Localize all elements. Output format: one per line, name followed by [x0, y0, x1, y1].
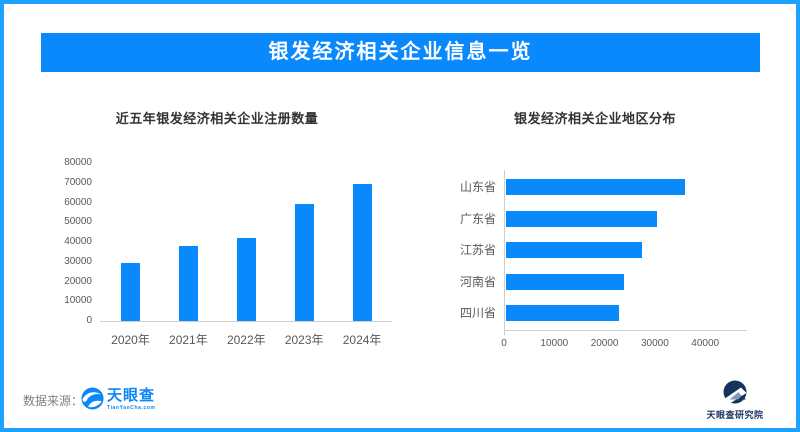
- x-axis-category-label: 2020年: [111, 333, 150, 347]
- institute-logo-icon: [722, 380, 747, 404]
- y-axis-tick-label: 30000: [64, 255, 92, 267]
- tianyancha-logo-icon: [81, 387, 104, 410]
- y-axis-tick-label: 20000: [64, 275, 92, 287]
- x-axis-zero-tick: [504, 331, 505, 335]
- tianyancha-wordmark: 天眼查 TianYanCha.com: [107, 388, 156, 411]
- banner: 银发经济相关企业信息一览: [41, 33, 760, 72]
- bar-山东省: [506, 179, 685, 195]
- y-axis-tick-label: 40000: [64, 236, 92, 247]
- x-axis-tick-label: 40000: [691, 338, 720, 349]
- x-axis-category-label: 2022年: [226, 333, 266, 347]
- y-axis-tick-label: 10000: [64, 295, 92, 307]
- y-axis-category-label: 河南省: [459, 274, 496, 289]
- y-axis-category-label: 四川省: [459, 306, 496, 320]
- y-axis-tick-label: 0: [86, 315, 92, 326]
- bar-江苏省: [506, 242, 642, 258]
- x-axis-category-label: 2024年: [342, 333, 382, 347]
- data-source-label: 数据来源：: [23, 394, 84, 408]
- tianyancha-name: 天眼查: [107, 387, 156, 404]
- y-axis-category-label: 山东省: [459, 180, 496, 194]
- left-chart-plot-area: [100, 163, 392, 322]
- x-axis-category-label: 2023年: [284, 333, 324, 347]
- x-axis-tick-label: 30000: [640, 338, 669, 349]
- right-chart-title: 银发经济相关企业地区分布: [513, 111, 676, 126]
- bar-四川省: [506, 305, 620, 321]
- bar-2022年: [236, 238, 256, 321]
- bar-河南省: [506, 273, 625, 290]
- bar-2021年: [178, 245, 198, 321]
- y-axis-category-label: 广东省: [459, 211, 496, 226]
- y-axis-tick-label: 50000: [64, 216, 92, 228]
- banner-title: 银发经济相关企业信息一览: [268, 41, 533, 63]
- left-chart-title: 近五年银发经济相关企业注册数量: [115, 111, 319, 126]
- bar-广东省: [506, 210, 657, 227]
- y-axis-tick-label: 70000: [64, 176, 92, 188]
- bar-2020年: [121, 262, 140, 321]
- bar-2024年: [352, 183, 372, 321]
- right-chart-plot-area: [504, 170, 747, 331]
- x-axis-category-label: 2021年: [169, 333, 208, 347]
- x-axis-tick-label: 10000: [540, 338, 569, 349]
- bar-2023年: [294, 203, 314, 321]
- y-axis-category-label: 江苏省: [459, 243, 496, 257]
- institute-name: 天眼查研究院: [706, 410, 764, 420]
- tianyancha-domain: TianYanCha.com: [107, 405, 156, 411]
- y-axis-tick-label: 60000: [64, 196, 92, 208]
- y-axis-tick-label: 80000: [64, 157, 92, 168]
- x-axis-tick-label: 0: [501, 338, 507, 349]
- x-axis-tick-label: 20000: [590, 338, 619, 349]
